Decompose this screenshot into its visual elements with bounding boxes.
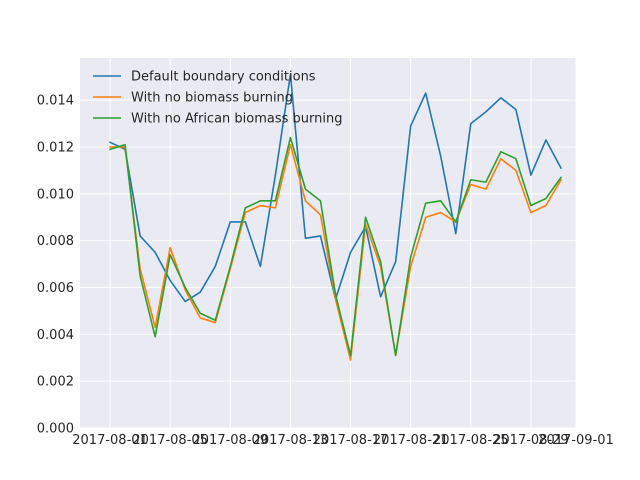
series-line-2	[109, 143, 563, 361]
y-tick-label: 0.006	[37, 281, 74, 296]
x-tick-label: 2017-08-29	[493, 433, 569, 448]
x-tick-label: 2017-09-01	[538, 433, 614, 448]
x-tick-label: 2017-08-21	[373, 433, 449, 448]
legend-label: Default boundary conditions	[131, 70, 316, 85]
x-tick-label: 2017-08-17	[313, 433, 389, 448]
y-tick-label: 0.010	[37, 187, 74, 202]
x-tick-label: 2017-08-13	[253, 433, 329, 448]
x-tick-label: 2017-08-09	[193, 433, 269, 448]
series-lines	[108, 73, 563, 361]
y-tick-label: 0.008	[37, 234, 74, 249]
legend: Default boundary conditions With no bioma…	[93, 70, 343, 127]
x-tick-label: 2017-08-25	[433, 433, 509, 448]
legend-label: With no biomass burning	[131, 91, 293, 106]
axis-ticks: 2017-08-012017-08-052017-08-092017-08-13…	[37, 94, 614, 448]
y-tick-label: 0.000	[37, 422, 74, 437]
y-tick-label: 0.014	[37, 94, 74, 109]
y-tick-label: 0.002	[37, 375, 74, 390]
grid	[80, 58, 577, 429]
x-tick-label: 2017-08-01	[72, 433, 148, 448]
y-tick-label: 0.004	[37, 328, 74, 343]
legend-label: With no African biomass burning	[131, 112, 343, 127]
x-tick-label: 2017-08-05	[132, 433, 208, 448]
y-tick-label: 0.012	[37, 140, 74, 155]
series-line-3	[109, 136, 563, 357]
